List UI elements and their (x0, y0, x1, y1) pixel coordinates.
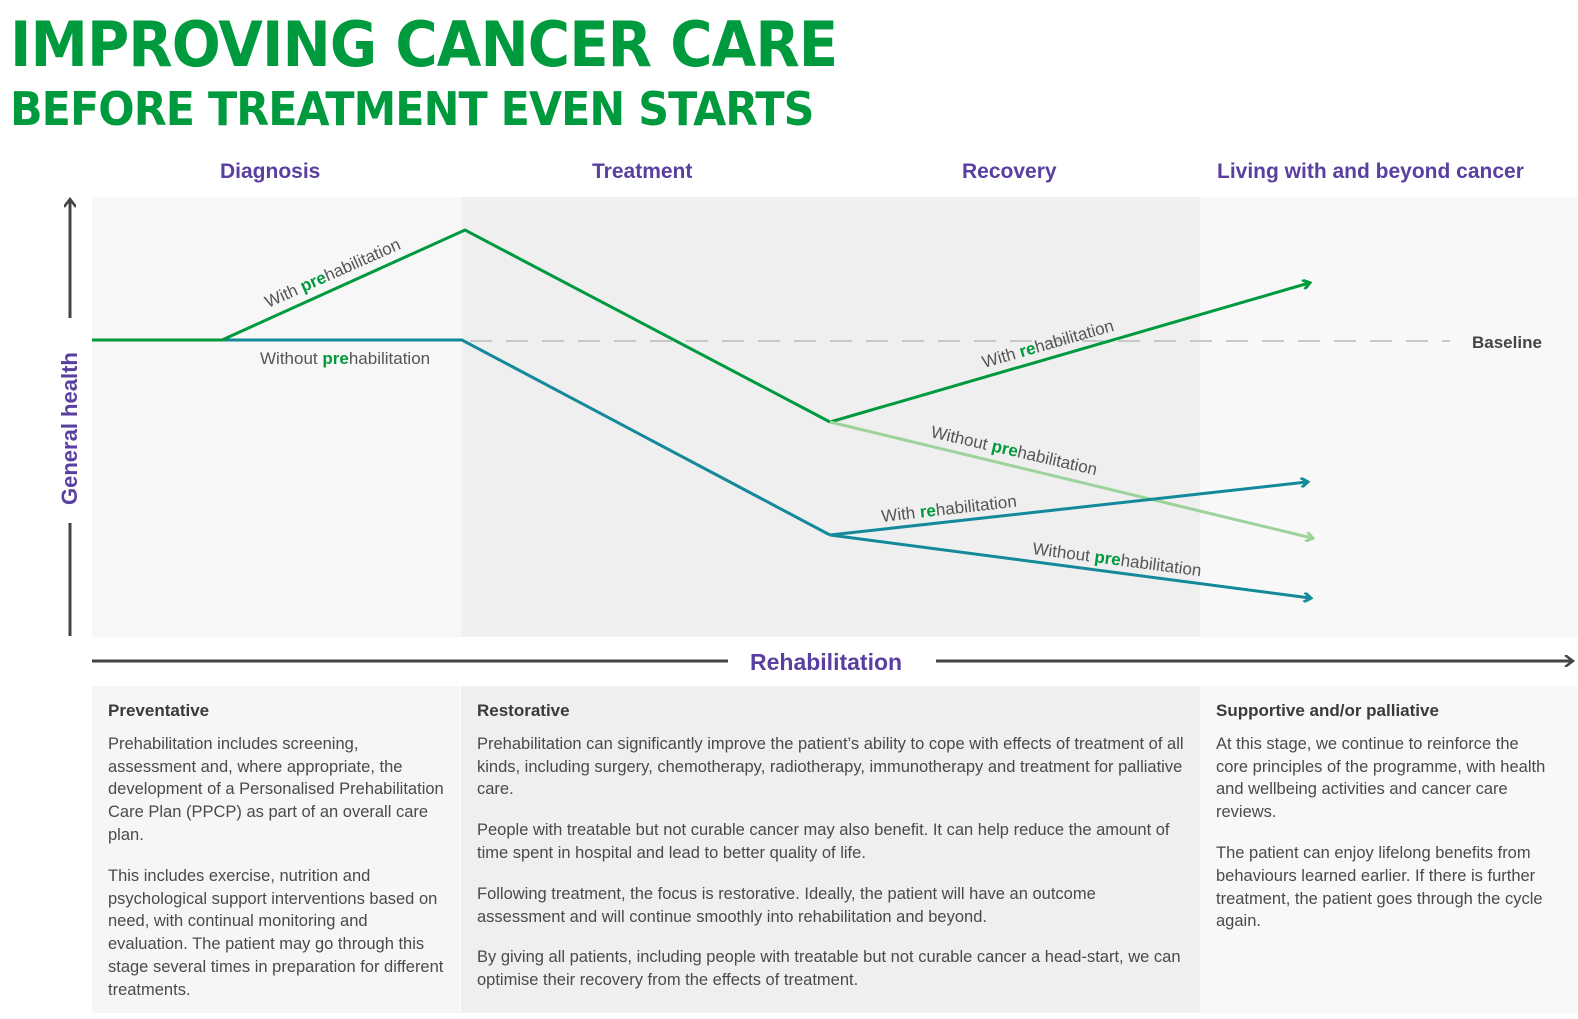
title-line-1: IMPROVING CANCER CARE (10, 8, 838, 81)
line-with-prehab-with-rehab (829, 283, 1309, 424)
panel-living (1200, 197, 1578, 637)
phase-diagnosis: Diagnosis (220, 160, 321, 183)
box-paragraph: Following treatment, the focus is restor… (477, 884, 1096, 926)
line-without-prehab-without-rehab (829, 533, 1310, 598)
title-line-2: BEFORE TREATMENT EVEN STARTS (10, 82, 814, 136)
line-with-prehab-without-rehab (829, 420, 1312, 538)
box-paragraph: At this stage, we continue to reinforce … (1216, 734, 1546, 822)
phase-recovery: Recovery (962, 160, 1057, 183)
phase-treatment: Treatment (592, 160, 693, 183)
panel-diagnosis (92, 197, 462, 637)
box-paragraph: Prehabilitation includes screening, asse… (108, 734, 444, 844)
box-restorative: Restorative Prehabilitation can signific… (461, 686, 1202, 1013)
y-axis-label: General health (57, 352, 82, 505)
box-heading: Preventative (108, 701, 210, 720)
x-axis-label: Rehabilitation (750, 649, 902, 675)
box-paragraph: By giving all patients, including people… (477, 948, 1181, 990)
phase-living-beyond: Living with and beyond cancer (1217, 160, 1524, 183)
line-with-prehab (92, 228, 831, 424)
box-paragraph: This includes exercise, nutrition and ps… (108, 866, 444, 999)
box-paragraph: Prehabilitation can significantly improv… (477, 734, 1184, 799)
box-supportive: Supportive and/or palliative At this sta… (1200, 686, 1578, 1013)
box-heading: Supportive and/or palliative (1216, 701, 1439, 720)
label-without-prehab: Without prehabilitation (260, 349, 430, 368)
line-without-prehab-with-rehab (829, 482, 1307, 537)
box-paragraph: The patient can enjoy lifelong benefits … (1216, 843, 1543, 931)
panel-treatment-recovery (462, 197, 1200, 637)
box-paragraph: People with treatable but not curable ca… (477, 821, 1170, 862)
box-preventative: Preventative Prehabilitation includes sc… (92, 686, 460, 1013)
box-heading: Restorative (477, 701, 570, 720)
baseline-label: Baseline (1472, 333, 1542, 352)
